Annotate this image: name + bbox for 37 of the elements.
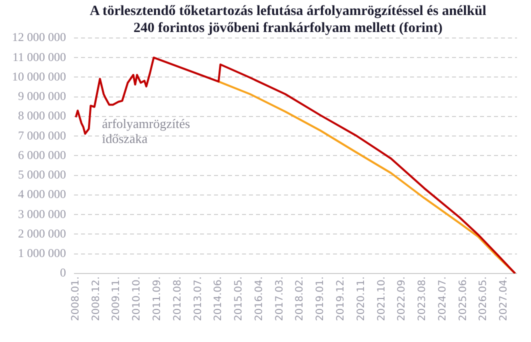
y-tick-label: 4 000 000 <box>18 187 66 202</box>
y-tick-label: 5 000 000 <box>18 168 66 182</box>
y-tick-label: 1 000 000 <box>18 246 66 260</box>
y-tick-label: 11 000 000 <box>12 50 66 64</box>
y-tick-label: 12 000 000 <box>12 30 66 44</box>
x-tick-label: 2023.08. <box>417 276 428 321</box>
x-tick-label: 2025.06. <box>458 276 469 321</box>
y-tick-label: 0 <box>60 266 66 280</box>
annotation: árfolyamrögzítés időszaka <box>102 116 190 146</box>
x-tick-label: 2010.10. <box>132 276 143 321</box>
x-tick-label: 2026.05. <box>478 276 490 321</box>
x-tick-label: 2019.12. <box>336 276 347 321</box>
x-tick-label: 2021.10. <box>376 276 388 321</box>
y-tick-label: 2 000 000 <box>18 226 66 240</box>
x-tick-label: 2011.09. <box>152 276 164 321</box>
y-tick-label: 8 000 000 <box>18 108 66 123</box>
x-tick-label: 2024.07. <box>437 276 448 321</box>
y-tick-label: 6 000 000 <box>18 148 66 162</box>
x-tick-label: 2012.08. <box>172 276 184 321</box>
x-tick-label: 2017.03. <box>274 276 286 321</box>
x-tick-label: 2019.01. <box>315 276 326 321</box>
x-tick-label: 2013.07. <box>192 276 204 321</box>
x-tick-label: 2008.01. <box>70 276 82 321</box>
y-tick-label: 9 000 000 <box>18 89 66 104</box>
x-tick-label: 2027.04. <box>498 276 510 321</box>
x-tick-label: 2022.09. <box>396 276 408 321</box>
x-tick-label: 2020.11. <box>356 276 367 321</box>
x-tick-label: 2014.06. <box>213 276 224 321</box>
y-tick-label: 10 000 000 <box>12 69 66 84</box>
x-tick-label: 2009.11. <box>111 276 122 321</box>
x-tick-label: 2016.04. <box>254 276 265 321</box>
x-tick-label: 2015.05. <box>234 276 245 321</box>
y-tick-label: 3 000 000 <box>18 206 66 221</box>
chart-title: A törlesztendő tőketartozás lefutása árfolyamrögzítéssel és anélkül 240 forintos jövőbeni frankárfolyam mellett (forint) <box>88 3 488 37</box>
y-tick-label: 7 000 000 <box>18 128 66 142</box>
x-tick-label: 2018.02. <box>294 276 306 321</box>
x-tick-label: 2008.12. <box>90 276 102 321</box>
